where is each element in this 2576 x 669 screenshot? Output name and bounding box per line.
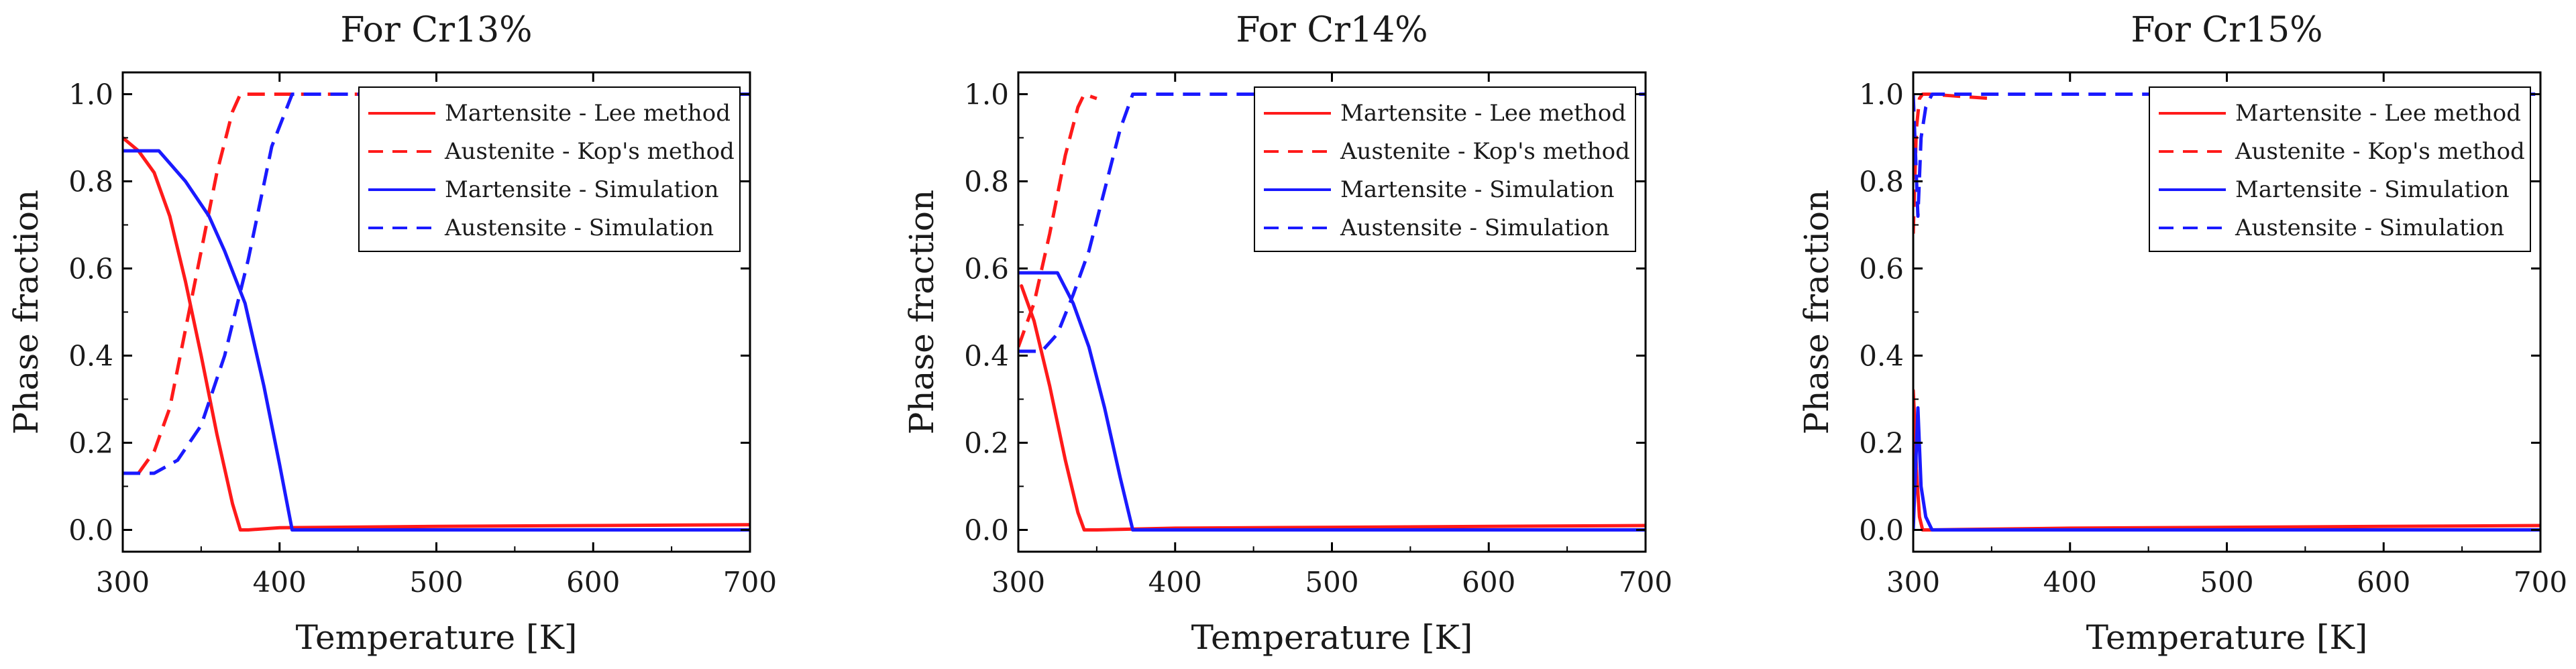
x-tick-label: 400 (1148, 566, 1202, 599)
legend: Martensite - Lee method Austenite - Kop's… (2149, 86, 2531, 252)
series-line-austensite-simulation (123, 93, 750, 475)
y-tick-label: 0.2 (964, 427, 1009, 460)
y-tick-label: 0.8 (68, 166, 113, 198)
legend-label: Austensite - Simulation (1340, 215, 1609, 241)
legend-label: Austensite - Simulation (444, 215, 714, 241)
x-tick-label: 500 (2200, 566, 2253, 599)
x-axis-label: Temperature [K] (296, 618, 578, 657)
x-tick-label: 600 (2357, 566, 2410, 599)
series-line-austenite-kop-s-method (1913, 93, 1992, 234)
x-tick-label: 600 (566, 566, 620, 599)
chart-title: For Cr15% (2131, 10, 2322, 50)
legend-label: Martensite - Simulation (2235, 176, 2510, 203)
series-line-austenite-kop-s-method (137, 93, 750, 475)
x-tick-label: 700 (1619, 566, 1672, 599)
y-tick-label: 0.2 (1859, 427, 1904, 460)
y-tick-label: 0.2 (68, 427, 113, 460)
y-axis-label: Phase fraction (902, 190, 941, 434)
y-tick-label: 0.0 (1859, 514, 1904, 547)
legend: Martensite - Lee method Austenite - Kop's… (1254, 86, 1636, 252)
legend: Martensite - Lee method Austenite - Kop's… (358, 86, 741, 252)
x-tick-label: 300 (991, 566, 1045, 599)
legend-label: Martensite - Simulation (445, 176, 719, 203)
x-tick-label: 500 (1305, 566, 1358, 599)
chart-panel-3: For Cr15% 300 400 500 600 700 0.0 0.2 0.4 0.6 0.8 1… (1797, 10, 2567, 657)
x-tick-label: 400 (253, 566, 307, 599)
legend-label: Austenite - Kop's method (444, 138, 735, 165)
series-line-martensite-lee-method (1020, 284, 1646, 532)
y-tick-label: 0.6 (68, 253, 113, 286)
chart-title: For Cr13% (340, 10, 532, 50)
legend-label: Austenite - Kop's method (1340, 138, 1630, 165)
x-tick-label: 300 (1886, 566, 1940, 599)
chart-panel-2: For Cr14% 300 400 500 600 700 0.0 0.2 0.4 0.6 0.8 1… (902, 10, 1672, 657)
x-tick-label: 400 (2043, 566, 2097, 599)
chart-panel-1: For Cr13% 300 400 500 600 700 0.0 0.2 0.4 0.6 0.8 1… (7, 10, 777, 657)
y-axis-label: Phase fraction (7, 190, 46, 434)
x-axis-label: Temperature [K] (1191, 618, 1473, 657)
y-tick-label: 1.0 (1859, 78, 1904, 111)
legend-label: Martensite - Simulation (1340, 176, 1615, 203)
y-tick-label: 0.6 (964, 253, 1009, 286)
y-tick-label: 0.4 (68, 340, 113, 373)
x-tick-label: 700 (723, 566, 777, 599)
y-tick-label: 0.0 (964, 514, 1009, 547)
x-tick-label: 300 (96, 566, 150, 599)
y-tick-label: 0.0 (68, 514, 113, 547)
y-axis-label: Phase fraction (1797, 190, 1836, 434)
series-line-martensite-lee-method (123, 136, 750, 532)
x-tick-label: 500 (409, 566, 463, 599)
legend-box (358, 86, 741, 252)
series-line-austensite-simulation (1913, 93, 2540, 218)
x-axis-label: Temperature [K] (2086, 618, 2368, 657)
legend-label: Martensite - Lee method (445, 100, 731, 127)
series-line-martensite-lee-method (1913, 389, 2540, 532)
x-tick-label: 600 (1462, 566, 1515, 599)
y-tick-label: 0.8 (1859, 166, 1904, 198)
series-line-austensite-simulation (1018, 93, 1646, 353)
legend-label: Martensite - Lee method (2235, 100, 2521, 127)
y-tick-label: 0.4 (1859, 340, 1904, 373)
legend-label: Austenite - Kop's method (2235, 138, 2525, 165)
series-line-martensite-simulation (1913, 406, 2540, 532)
y-tick-label: 0.8 (964, 166, 1009, 198)
y-tick-label: 1.0 (964, 78, 1009, 111)
legend-label: Martensite - Lee method (1340, 100, 1626, 127)
x-tick-label: 700 (2514, 566, 2567, 599)
series-line-austenite-kop-s-method (1018, 93, 1097, 348)
series-line-martensite-simulation (1018, 271, 1646, 532)
legend-label: Austensite - Simulation (2235, 215, 2504, 241)
chart-title: For Cr14% (1236, 10, 1428, 50)
y-tick-label: 0.6 (1859, 253, 1904, 286)
series-line-martensite-simulation (123, 149, 750, 532)
y-tick-label: 1.0 (68, 78, 113, 111)
y-tick-label: 0.4 (964, 340, 1009, 373)
